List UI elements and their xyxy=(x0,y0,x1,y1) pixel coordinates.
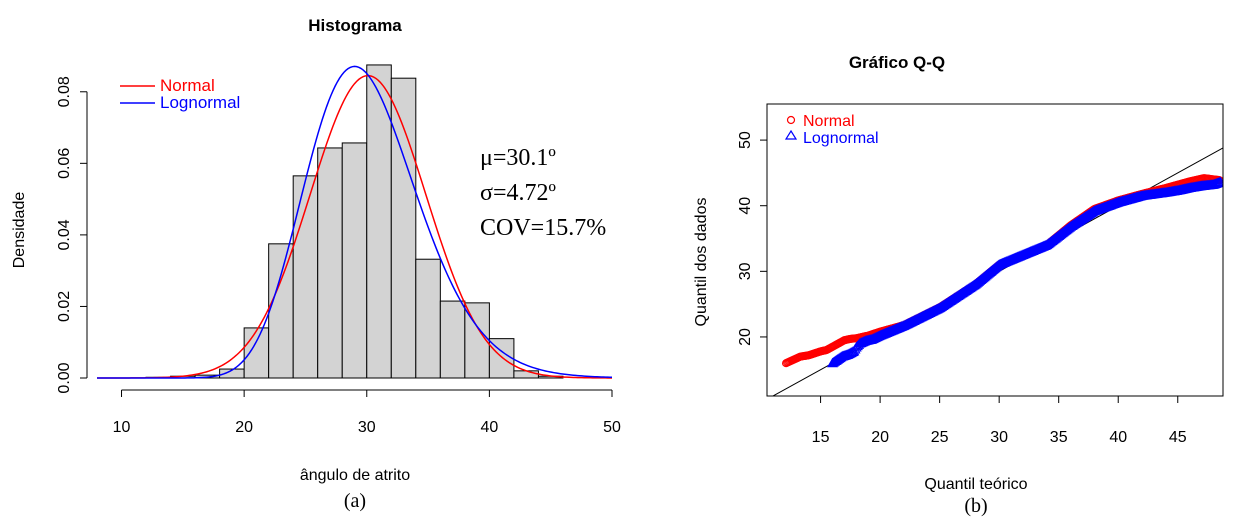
histogram-y-tick-label: 0.02 xyxy=(56,291,73,322)
annotation-mean: μ=30.1º xyxy=(480,145,556,171)
qq-legend-lognormal: Lognormal xyxy=(803,130,879,147)
histogram-plot: 10 20 30 40 50 0.00 0.02 0.04 0.06 0.08 xyxy=(56,64,621,436)
qq-legend-lognormal-marker xyxy=(784,129,798,140)
histogram-ylabel: Densidade xyxy=(11,192,28,269)
histogram-legend-lognormal: Lognormal xyxy=(160,93,240,112)
histogram-bar xyxy=(439,300,466,379)
histogram-y-tick-label: 0.06 xyxy=(56,148,73,179)
qq-x-tick-label: 40 xyxy=(1109,429,1127,446)
histogram-bar xyxy=(268,243,294,379)
histogram-x-tick-label: 40 xyxy=(480,419,498,436)
histogram-bar xyxy=(292,175,319,379)
histogram-bar xyxy=(317,147,343,379)
qq-plot: 15 20 25 30 35 40 45 20 30 40 50 xyxy=(737,103,1224,446)
histogram-title: Histograma xyxy=(308,16,402,35)
histogram-bar xyxy=(513,370,539,379)
density-curve-normal xyxy=(97,74,613,379)
qq-x-tick-label: 30 xyxy=(990,429,1008,446)
histogram-y-tick-label: 0.00 xyxy=(56,362,73,393)
qq-x-tick-label: 20 xyxy=(871,429,889,446)
qq-y-tick-label: 30 xyxy=(737,262,754,280)
qq-title: Gráfico Q-Q xyxy=(849,53,945,72)
histogram-bar xyxy=(390,77,417,379)
histogram-y-tick-label: 0.04 xyxy=(56,219,73,250)
histogram-x-tick-label: 20 xyxy=(235,419,253,436)
histogram-x-tick-label: 10 xyxy=(113,419,131,436)
qq-y-tick-label: 40 xyxy=(737,197,754,215)
qq-ylabel: Quantil dos dados xyxy=(693,198,710,327)
histogram-y-tick-label: 0.08 xyxy=(56,76,73,107)
qq-legend-normal: Normal xyxy=(803,113,855,130)
annotation-cov: COV=15.7% xyxy=(480,215,606,241)
panel-label-b: (b) xyxy=(964,495,987,517)
qq-legend-normal-marker xyxy=(786,115,796,125)
annotation-sd: σ=4.72º xyxy=(480,180,556,206)
histogram-bar xyxy=(341,142,368,379)
histogram-x-tick-label: 50 xyxy=(603,419,621,436)
histogram-bar xyxy=(488,338,515,379)
histogram-bar xyxy=(415,258,441,379)
qq-x-tick-label: 35 xyxy=(1050,429,1068,446)
histogram-xlabel: ângulo de atrito xyxy=(300,467,410,484)
qq-y-tick-label: 50 xyxy=(737,131,754,149)
histogram-bar xyxy=(243,327,270,379)
histogram-x-tick-label: 30 xyxy=(358,419,376,436)
density-curve-lognormal xyxy=(97,65,613,379)
qq-plot-frame xyxy=(766,103,1224,397)
panel-label-a: (a) xyxy=(344,490,366,512)
qq-xlabel: Quantil teórico xyxy=(924,476,1027,493)
qq-y-tick-label: 20 xyxy=(737,328,754,346)
qq-x-tick-label: 15 xyxy=(812,429,830,446)
histogram-legend-normal: Normal xyxy=(160,76,215,95)
qq-x-tick-label: 25 xyxy=(931,429,949,446)
qq-x-tick-label: 45 xyxy=(1169,429,1187,446)
